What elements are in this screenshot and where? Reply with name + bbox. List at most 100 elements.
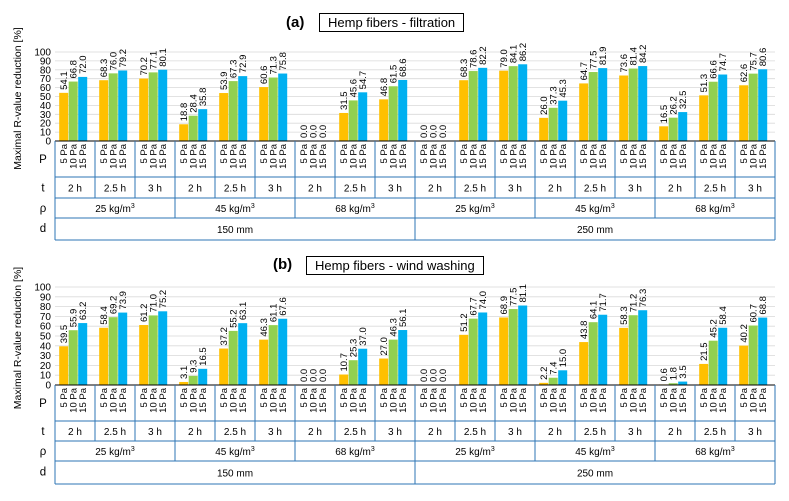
- panel-a-bar: [198, 109, 208, 141]
- panel-a-bar: [678, 112, 688, 141]
- panel-b-data-label: 37.0: [358, 327, 369, 346]
- panel-b-bar: [619, 327, 629, 385]
- panel-b-density-text: 68 kg/m: [695, 447, 731, 458]
- panel-b-data-label: 2.2: [539, 367, 550, 380]
- panel-a-pressure-label: 10 Pa: [269, 143, 280, 169]
- panel-b-pressure-label: 10 Pa: [189, 387, 200, 413]
- panel-b-bar: [478, 312, 488, 385]
- panel-a-time-label: 3 h: [628, 184, 642, 195]
- panel-b-density-label: 25 kg/m3: [95, 446, 135, 458]
- panel-a-ytick-label: 90: [40, 56, 52, 67]
- panel-a-pressure-label: 10 Pa: [749, 143, 760, 169]
- panel-b-pressure-label: 5 Pa: [419, 387, 430, 407]
- panel-a-pressure-label: 5 Pa: [299, 143, 310, 163]
- panel-a-bar: [398, 79, 408, 141]
- panel-a-pressure-label: 5 Pa: [139, 143, 150, 163]
- panel-a-bar: [348, 100, 358, 141]
- panel-b-bar: [339, 374, 349, 385]
- panel-b-density-exponent: 3: [131, 446, 135, 453]
- panel-a-data-label: 61.5: [389, 65, 400, 84]
- panel-a-thickness-label: 150 mm: [217, 225, 253, 236]
- panel-a-data-label: 37.3: [549, 86, 560, 105]
- panel-a-pressure-label: 10 Pa: [109, 143, 120, 169]
- panel-b-bar: [668, 383, 678, 385]
- panel-a-bar: [708, 81, 718, 141]
- panel-a-data-label: 35.8: [198, 88, 209, 107]
- panel-b-data-label: 0.0: [309, 369, 320, 382]
- panel-b-data-label: 43.8: [579, 321, 590, 340]
- panel-a-density-text: 25 kg/m: [455, 204, 491, 215]
- panel-b-bar: [358, 348, 368, 385]
- panel-a-data-label: 0.0: [309, 125, 320, 138]
- panel-b-time-label: 2.5 h: [344, 427, 366, 438]
- panel-a-bar: [78, 76, 88, 141]
- panel-b-pressure-label: 10 Pa: [389, 387, 400, 413]
- panel-a-time-label: 2 h: [548, 184, 562, 195]
- panel-a-data-label: 70.2: [139, 57, 150, 76]
- panel-a-data-label: 79.2: [118, 49, 129, 68]
- panel-a-pressure-label: 5 Pa: [99, 143, 110, 163]
- panel-b-bar: [219, 348, 229, 385]
- panel-b-bar: [548, 377, 558, 385]
- panel-b-data-label: 0.0: [318, 369, 329, 382]
- panel-b-bar: [718, 327, 728, 385]
- panel-a-bar: [99, 80, 109, 141]
- panel-b-bar: [99, 327, 109, 385]
- panel-a-data-label: 54.1: [59, 71, 70, 90]
- panel-b-data-label: 39.5: [59, 325, 70, 344]
- panel-a-bar: [259, 87, 269, 141]
- panel-b-pressure-label: 15 Pa: [278, 387, 289, 413]
- panel-b-pressure-label: 10 Pa: [589, 387, 600, 413]
- panel-b-data-label: 10.7: [339, 353, 350, 372]
- panel-b-pressure-label: 5 Pa: [259, 387, 270, 407]
- panel-b-row-label: t: [41, 426, 45, 438]
- panel-b-bar: [158, 311, 168, 385]
- panel-a-data-label: 75.8: [278, 52, 289, 71]
- panel-b-pressure-label: 15 Pa: [678, 387, 689, 413]
- panel-a-data-label: 0.0: [419, 125, 430, 138]
- panel-b-density-label: 25 kg/m3: [455, 446, 495, 458]
- panel-b-data-label: 51.2: [459, 313, 470, 332]
- panel-a-bar: [238, 76, 248, 141]
- panel-b-pressure-label: 15 Pa: [438, 387, 449, 413]
- panel-b-pressure-label: 10 Pa: [429, 387, 440, 413]
- panel-a-pressure-label: 10 Pa: [69, 143, 80, 169]
- panel-b-pressure-label: 10 Pa: [229, 387, 240, 413]
- panel-b-data-label: 21.5: [699, 342, 710, 361]
- panel-a-data-label: 86.2: [518, 43, 529, 62]
- panel-a-pressure-label: 10 Pa: [429, 143, 440, 169]
- panel-a-bar: [478, 67, 488, 141]
- panel-a-row-label: t: [41, 183, 45, 195]
- panel-b-letter: (b): [273, 256, 293, 273]
- panel-a-density-text: 68 kg/m: [695, 204, 731, 215]
- panel-a-density-label: 68 kg/m3: [335, 203, 375, 215]
- panel-a-density-text: 68 kg/m: [335, 204, 371, 215]
- panel-b-data-label: 46.3: [259, 318, 270, 337]
- panel-a-pressure-label: 15 Pa: [78, 143, 89, 169]
- panel-b-pressure-label: 10 Pa: [269, 387, 280, 413]
- panel-a-data-label: 76.0: [109, 52, 120, 71]
- panel-b-time-label: 3 h: [268, 427, 282, 438]
- panel-b-data-label: 0.6: [659, 368, 670, 381]
- panel-b-pressure-label: 10 Pa: [349, 387, 360, 413]
- panel-b-bar: [259, 339, 269, 385]
- panel-b-data-label: 58.4: [99, 306, 110, 325]
- panel-a-pressure-label: 10 Pa: [229, 143, 240, 169]
- panel-a-pressure-label: 15 Pa: [158, 143, 169, 169]
- panel-a-pressure-label: 5 Pa: [59, 143, 70, 163]
- panel-a-bar: [388, 86, 398, 141]
- panel-b-data-label: 63.2: [78, 302, 89, 321]
- panel-a-pressure-label: 15 Pa: [638, 143, 649, 169]
- panel-b-ylabel: Maximal R-value reduction [%]: [12, 267, 24, 409]
- panel-a-data-label: 77.1: [149, 51, 160, 70]
- panel-b-pressure-label: 15 Pa: [198, 387, 209, 413]
- panel-b-pressure-label: 10 Pa: [749, 387, 760, 413]
- panel-b-ytick-label: 30: [40, 351, 52, 362]
- panel-a-bar: [179, 124, 189, 141]
- panel-a-density-exponent: 3: [491, 203, 495, 210]
- panel-b-pressure-label: 5 Pa: [379, 387, 390, 407]
- panel-b-pressure-label: 5 Pa: [499, 387, 510, 407]
- panel-a-pressure-label: 5 Pa: [459, 143, 470, 163]
- panel-b-bar: [758, 317, 768, 385]
